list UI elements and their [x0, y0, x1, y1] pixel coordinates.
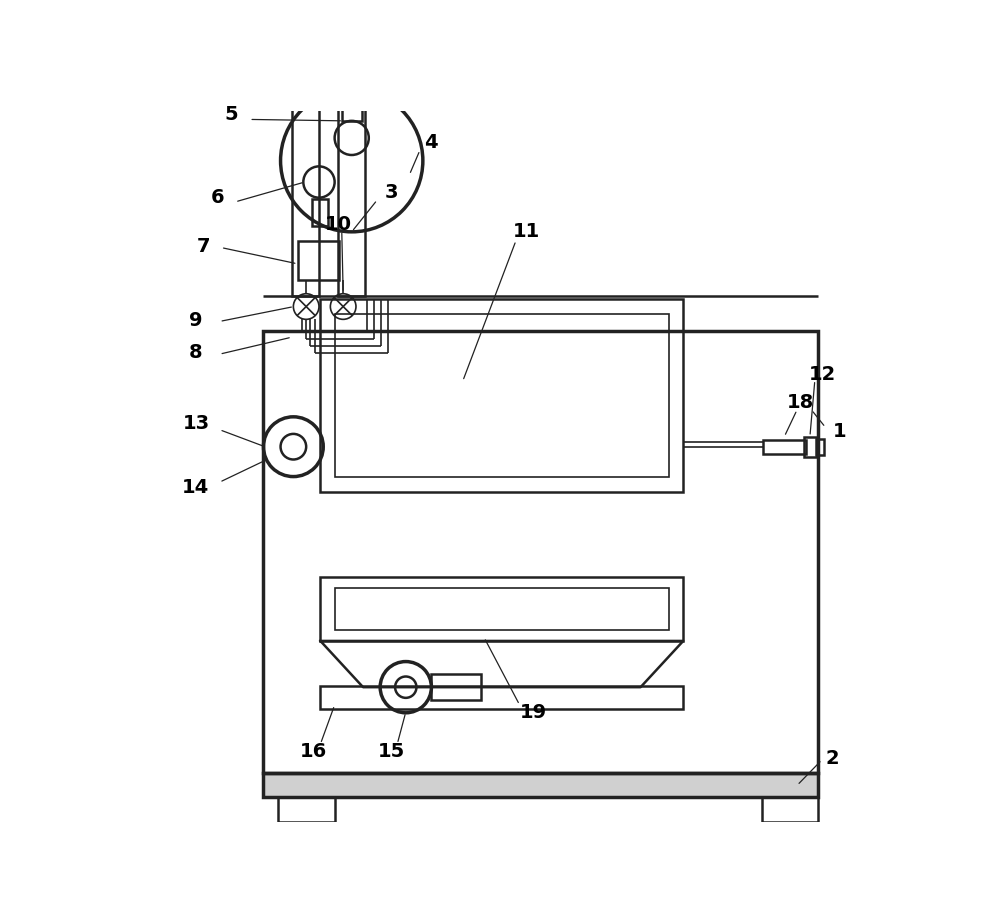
- Bar: [763, 440, 806, 454]
- Text: 8: 8: [189, 344, 203, 362]
- Text: 11: 11: [513, 223, 540, 241]
- Bar: [263, 332, 818, 772]
- Text: 9: 9: [189, 311, 203, 330]
- Text: 13: 13: [182, 415, 209, 433]
- Bar: [263, 772, 818, 797]
- Text: 15: 15: [378, 742, 405, 760]
- Bar: [816, 439, 824, 455]
- Bar: [431, 675, 481, 700]
- Text: 1: 1: [833, 421, 847, 441]
- Bar: [762, 796, 818, 822]
- Bar: [335, 588, 669, 630]
- Bar: [278, 796, 335, 822]
- Text: 14: 14: [182, 479, 210, 497]
- Bar: [298, 241, 339, 280]
- Bar: [320, 686, 683, 709]
- Bar: [338, 47, 365, 296]
- Bar: [320, 577, 683, 641]
- Text: 2: 2: [826, 748, 839, 768]
- Bar: [335, 313, 669, 478]
- Text: 18: 18: [787, 393, 814, 412]
- Text: 19: 19: [520, 702, 547, 722]
- Bar: [292, 47, 319, 296]
- Bar: [312, 199, 328, 226]
- Bar: [804, 437, 817, 456]
- Bar: [320, 299, 683, 492]
- Text: 7: 7: [196, 237, 210, 256]
- Text: 5: 5: [225, 105, 238, 124]
- Text: 16: 16: [300, 742, 327, 760]
- Text: 12: 12: [808, 365, 836, 383]
- Text: 6: 6: [210, 188, 224, 207]
- Text: 3: 3: [385, 183, 398, 202]
- Bar: [342, 100, 362, 121]
- Text: 4: 4: [424, 133, 437, 152]
- Text: 10: 10: [325, 215, 352, 234]
